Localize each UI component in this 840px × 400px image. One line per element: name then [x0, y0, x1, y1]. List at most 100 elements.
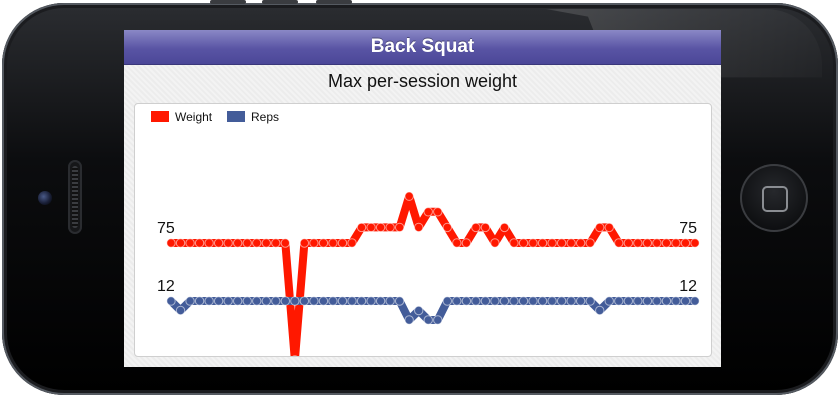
- legend-swatch-reps: [227, 111, 245, 122]
- data-point-reps: [518, 296, 529, 306]
- data-point-weight: [223, 238, 233, 248]
- data-point-reps: [452, 296, 462, 306]
- legend-swatch-weight: [151, 111, 169, 122]
- data-point-reps: [223, 296, 233, 306]
- data-point-reps: [375, 296, 386, 306]
- data-point-reps: [194, 296, 205, 306]
- line-chart: Weight Reps 75 75 12 12: [151, 110, 700, 356]
- data-point-weight: [547, 238, 557, 248]
- data-point-weight: [433, 207, 443, 217]
- data-point-weight: [452, 238, 462, 248]
- data-point-weight: [347, 238, 357, 248]
- start-label-weight: 75: [157, 220, 175, 237]
- data-point-weight: [271, 238, 281, 248]
- data-point-weight: [423, 207, 433, 217]
- app-screen: Back Squat Max per-session weight Weight…: [124, 30, 721, 367]
- data-point-weight: [404, 191, 414, 201]
- data-point-weight: [280, 238, 291, 248]
- data-point-weight: [509, 238, 519, 248]
- data-point-weight: [356, 222, 367, 233]
- data-point-weight: [690, 238, 700, 248]
- data-point-weight: [309, 238, 319, 248]
- volume-up-button: [262, 0, 298, 4]
- data-point-reps: [423, 315, 433, 325]
- end-label-reps: 12: [679, 278, 697, 295]
- data-point-reps: [414, 305, 424, 316]
- data-point-reps: [480, 296, 491, 306]
- data-point-weight: [633, 238, 643, 248]
- legend-label-weight: Weight: [175, 110, 213, 124]
- data-point-reps: [680, 296, 691, 306]
- data-point-weight: [623, 238, 634, 248]
- data-point-reps: [623, 296, 634, 306]
- data-point-reps: [461, 296, 472, 306]
- data-point-weight: [642, 238, 653, 248]
- data-point-reps: [633, 296, 643, 306]
- earpiece-speaker: [68, 160, 82, 234]
- start-label-reps: 12: [157, 278, 175, 295]
- data-point-reps: [242, 296, 252, 306]
- data-point-weight: [652, 238, 662, 248]
- data-point-reps: [185, 296, 195, 306]
- data-point-weight: [680, 238, 691, 248]
- data-point-weight: [385, 222, 395, 233]
- front-camera-icon: [38, 191, 52, 205]
- data-point-weight: [337, 238, 348, 248]
- data-point-reps: [309, 296, 319, 306]
- data-point-reps: [204, 296, 214, 306]
- data-point-reps: [394, 296, 405, 306]
- home-button[interactable]: [740, 164, 808, 232]
- data-point-reps: [347, 296, 357, 306]
- data-point-reps: [690, 296, 700, 306]
- data-point-weight: [671, 238, 681, 248]
- data-point-reps: [356, 296, 367, 306]
- data-point-reps: [537, 296, 548, 306]
- data-point-weight: [299, 238, 310, 248]
- series-line-weight: [167, 192, 699, 356]
- data-point-reps: [575, 296, 586, 306]
- data-point-weight: [490, 238, 500, 248]
- data-point-weight: [575, 238, 586, 248]
- data-point-weight: [604, 222, 614, 233]
- data-point-reps: [642, 296, 653, 306]
- chart-subtitle: Max per-session weight: [327, 71, 518, 91]
- page-title: Back Squat: [370, 36, 475, 57]
- data-point-weight: [394, 222, 405, 233]
- data-point-reps: [337, 296, 348, 306]
- legend-label-reps: Reps: [251, 110, 279, 124]
- data-point-weight: [585, 238, 595, 248]
- data-point-reps: [385, 296, 395, 306]
- data-point-reps: [366, 296, 376, 306]
- data-point-weight: [595, 222, 605, 233]
- data-point-reps: [566, 296, 576, 306]
- data-point-reps: [290, 296, 300, 306]
- data-point-reps: [213, 296, 224, 306]
- data-point-weight: [366, 222, 376, 233]
- data-point-weight: [556, 238, 567, 248]
- data-point-reps: [528, 296, 538, 306]
- data-point-reps: [661, 296, 672, 306]
- data-point-weight: [461, 238, 472, 248]
- data-point-reps: [252, 296, 262, 306]
- data-point-reps: [509, 296, 519, 306]
- data-point-reps: [261, 296, 271, 306]
- data-point-weight: [328, 238, 338, 248]
- data-point-reps: [280, 296, 291, 306]
- data-point-weight: [566, 238, 576, 248]
- data-point-reps: [556, 296, 567, 306]
- data-point-weight: [661, 238, 672, 248]
- data-point-reps: [318, 296, 329, 306]
- data-point-reps: [585, 296, 595, 306]
- data-point-weight: [537, 238, 548, 248]
- data-point-weight: [166, 238, 176, 248]
- data-point-reps: [652, 296, 662, 306]
- data-point-weight: [375, 222, 386, 233]
- data-point-reps: [175, 305, 186, 316]
- data-point-weight: [194, 238, 205, 248]
- data-point-weight: [318, 238, 329, 248]
- data-point-reps: [442, 296, 452, 306]
- data-point-weight: [204, 238, 214, 248]
- data-point-reps: [490, 296, 500, 306]
- data-point-weight: [414, 222, 424, 233]
- data-point-weight: [518, 238, 529, 248]
